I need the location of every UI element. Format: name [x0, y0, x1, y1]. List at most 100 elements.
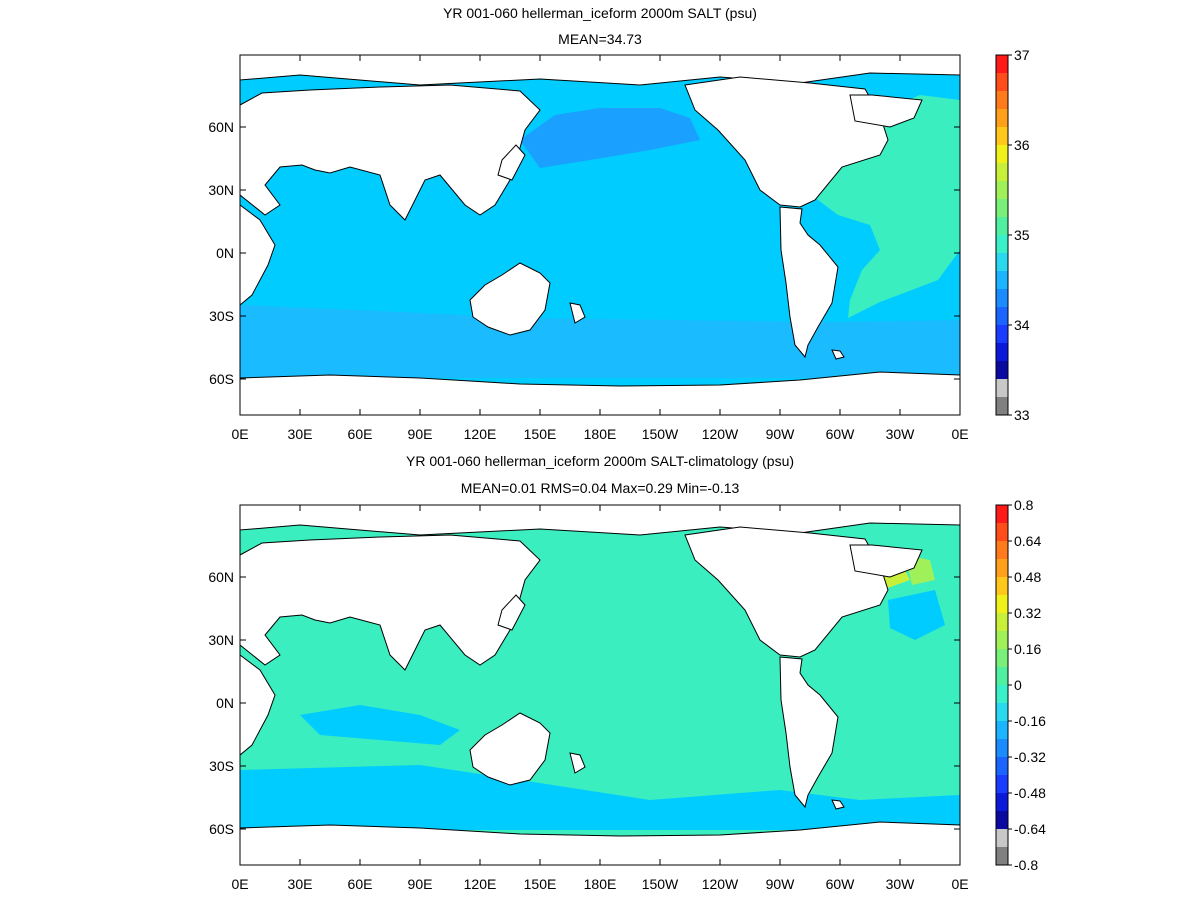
colorbar-label: 0.48: [1014, 569, 1041, 585]
x-tick-label: 60E: [348, 426, 373, 442]
top-map-title: YR 001-060 hellerman_iceform 2000m SALT …: [443, 5, 757, 21]
colorbar-swatch: [996, 847, 1008, 866]
colorbar-swatch: [996, 361, 1008, 380]
x-tick-label: 150E: [524, 426, 557, 442]
colorbar-label: -0.16: [1014, 713, 1046, 729]
x-tick-label: 120W: [702, 426, 739, 442]
colorbar-swatch: [996, 199, 1008, 218]
colorbar-swatch: [996, 91, 1008, 110]
x-tick-label: 0E: [951, 876, 968, 892]
x-tick-label: 0E: [231, 876, 248, 892]
bottom-map-axis-ticks: 0E 30E 60E 90E 120E 150E 180E 150W 120W 90W 60W 30W…: [208, 505, 969, 892]
colorbar-swatch: [996, 127, 1008, 146]
colorbar-label: 0.64: [1014, 533, 1041, 549]
y-tick-label: 60S: [209, 821, 234, 837]
colorbar-swatch: [996, 55, 1008, 74]
x-tick-label: 90W: [766, 426, 796, 442]
colorbar-swatch: [996, 775, 1008, 794]
top-colorbar: 37 36 35 34 33: [995, 47, 1030, 423]
x-tick-label: 60W: [826, 876, 856, 892]
colorbar-swatch: [996, 505, 1008, 524]
colorbar-swatch: [996, 829, 1008, 848]
x-tick-label: 120W: [702, 876, 739, 892]
top-map-panel: 0E 30E 60E 90E 120E 150E 180E 150W 120W 90W 60W 30W…: [208, 47, 1029, 442]
y-tick-label: 0N: [216, 695, 234, 711]
y-tick-label: 30N: [208, 182, 234, 198]
colorbar-swatch: [996, 667, 1008, 686]
colorbar-swatch: [996, 145, 1008, 164]
colorbar-swatch: [996, 811, 1008, 830]
colorbar-label: 0.32: [1014, 605, 1041, 621]
y-tick-label: 30S: [209, 308, 234, 324]
x-tick-label: 90W: [766, 876, 796, 892]
x-tick-label: 150E: [524, 876, 557, 892]
top-map-subtitle: MEAN=34.73: [558, 31, 642, 47]
x-tick-label: 0E: [231, 426, 248, 442]
colorbar-swatch: [996, 181, 1008, 200]
x-tick-label: 30W: [886, 876, 916, 892]
x-tick-label: 180E: [584, 426, 617, 442]
colorbar-swatch: [996, 721, 1008, 740]
colorbar-label: 0.16: [1014, 641, 1041, 657]
y-tick-label: 0N: [216, 245, 234, 261]
colorbar-label: 36: [1014, 137, 1030, 153]
colorbar-label: 35: [1014, 227, 1030, 243]
colorbar-swatch: [996, 217, 1008, 236]
colorbar-swatch: [996, 523, 1008, 542]
top-map-axis-ticks: 0E 30E 60E 90E 120E 150E 180E 150W 120W 90W 60W 30W…: [208, 55, 969, 442]
colorbar-swatch: [996, 109, 1008, 128]
y-tick-label: 60N: [208, 119, 234, 135]
colorbar-swatch: [996, 559, 1008, 578]
colorbar-swatch: [996, 577, 1008, 596]
colorbar-swatch: [996, 325, 1008, 344]
bottom-colorbar: 0.8 0.64 0.48 0.32 0.16 0 -0.16 -0.32 -0.48 -0.64…: [995, 497, 1046, 873]
x-tick-label: 120E: [464, 426, 497, 442]
colorbar-swatch: [996, 685, 1008, 704]
y-tick-label: 60S: [209, 371, 234, 387]
colorbar-swatch: [996, 307, 1008, 326]
colorbar-swatch: [996, 271, 1008, 290]
colorbar-swatch: [996, 631, 1008, 650]
negative-anomaly-indian: [300, 705, 460, 745]
colorbar-label: -0.8: [1014, 857, 1038, 873]
colorbar-label: -0.48: [1014, 785, 1046, 801]
colorbar-label: 0.8: [1014, 497, 1034, 513]
colorbar-swatch: [996, 235, 1008, 254]
bottom-map-subtitle: MEAN=0.01 RMS=0.04 Max=0.29 Min=-0.13: [460, 480, 740, 496]
colorbar-swatch: [996, 793, 1008, 812]
colorbar-swatch: [996, 73, 1008, 92]
colorbar-swatch: [996, 703, 1008, 722]
x-tick-label: 150W: [642, 426, 679, 442]
southern-ocean-band: [240, 305, 960, 378]
x-tick-label: 90E: [408, 426, 433, 442]
colorbar-label: 37: [1014, 47, 1030, 63]
colorbar-swatch: [996, 649, 1008, 668]
negative-anomaly-southern: [240, 765, 960, 830]
colorbar-swatch: [996, 541, 1008, 560]
x-tick-label: 30W: [886, 426, 916, 442]
x-tick-label: 30E: [288, 426, 313, 442]
x-tick-label: 30E: [288, 876, 313, 892]
bottom-map-panel: 0E 30E 60E 90E 120E 150E 180E 150W 120W 90W 60W 30W…: [208, 497, 1046, 892]
colorbar-swatch: [996, 397, 1008, 416]
x-tick-label: 60E: [348, 876, 373, 892]
colorbar-label: -0.32: [1014, 749, 1046, 765]
x-tick-label: 90E: [408, 876, 433, 892]
colorbar-swatch: [996, 289, 1008, 308]
colorbar-swatch: [996, 163, 1008, 182]
colorbar-label: 33: [1014, 407, 1030, 423]
x-tick-label: 180E: [584, 876, 617, 892]
x-tick-label: 150W: [642, 876, 679, 892]
colorbar-label: -0.64: [1014, 821, 1046, 837]
colorbar-swatch: [996, 379, 1008, 398]
colorbar-swatch: [996, 253, 1008, 272]
y-tick-label: 30N: [208, 632, 234, 648]
negative-anomaly-atlantic: [888, 590, 945, 640]
colorbar-swatch: [996, 613, 1008, 632]
north-pacific-fresh-region: [520, 108, 700, 168]
x-tick-label: 120E: [464, 876, 497, 892]
y-tick-label: 30S: [209, 758, 234, 774]
colorbar-swatch: [996, 343, 1008, 362]
colorbar-label: 0: [1014, 677, 1022, 693]
